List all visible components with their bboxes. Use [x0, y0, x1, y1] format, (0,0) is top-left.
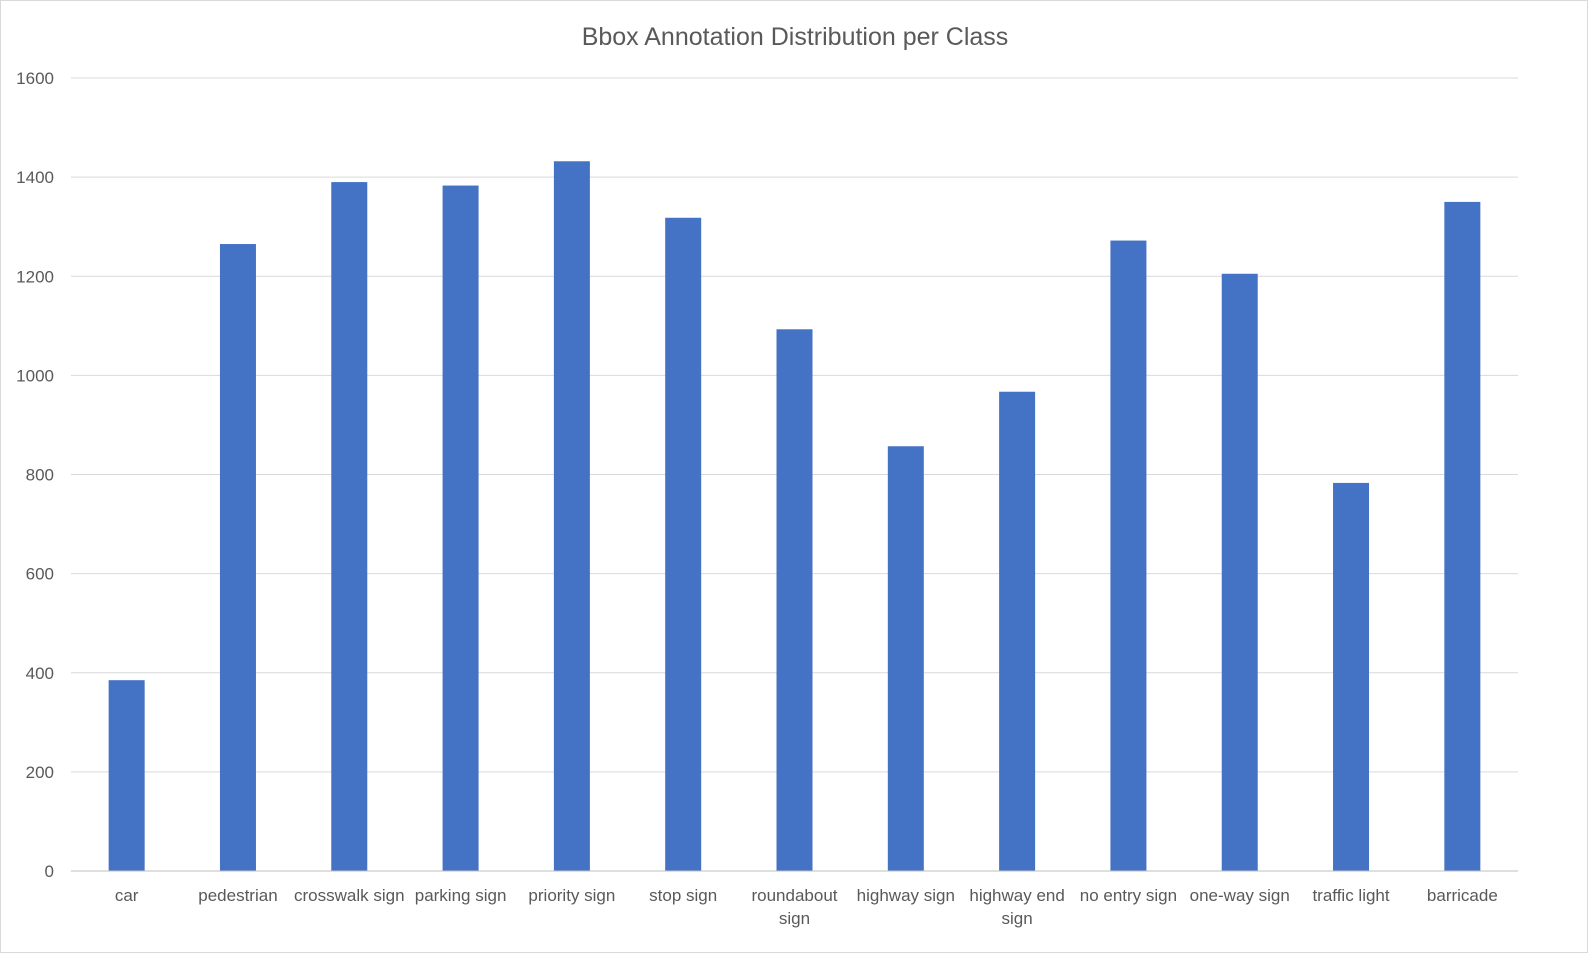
bar-stop-sign: [665, 217, 702, 872]
x-tick-label: pedestrian: [198, 886, 277, 905]
x-tick-label: stop sign: [649, 886, 717, 905]
bar-parking-sign: [442, 185, 479, 871]
x-tick-label: priority sign: [528, 886, 615, 905]
x-tick-label: roundabout: [751, 886, 837, 905]
x-tick-label: highway end: [969, 886, 1064, 905]
x-tick-label: sign: [1002, 909, 1033, 928]
bar-highway-end-sign: [999, 391, 1036, 871]
x-tick-label: sign: [779, 909, 810, 928]
bar-priority-sign: [553, 161, 590, 871]
chart-title: Bbox Annotation Distribution per Class: [582, 23, 1009, 51]
x-tick-label: highway sign: [857, 886, 955, 905]
x-tick-label: crosswalk sign: [294, 886, 405, 905]
y-tick-label: 600: [26, 565, 54, 584]
x-tick-label: no entry sign: [1080, 886, 1177, 905]
x-tick-label: parking sign: [415, 886, 507, 905]
x-axis-tick-labels: car pedestrian crosswalk sign parking sign p…: [115, 886, 1498, 928]
x-tick-label: barricade: [1427, 886, 1498, 905]
bar-pedestrian: [219, 244, 256, 872]
y-tick-label: 200: [26, 763, 54, 782]
bar-one-way-sign: [1221, 273, 1258, 872]
bar-traffic-light: [1333, 482, 1370, 871]
y-tick-label: 400: [26, 664, 54, 683]
bar-barricade: [1444, 201, 1481, 871]
y-tick-label: 1400: [16, 168, 54, 187]
bars: [108, 161, 1481, 872]
y-tick-label: 0: [45, 862, 54, 881]
y-tick-label: 800: [26, 466, 54, 485]
bar-no-entry-sign: [1110, 240, 1147, 871]
bar-roundabout-sign: [776, 329, 813, 871]
bar-car: [108, 680, 145, 871]
y-tick-label: 1000: [16, 366, 54, 385]
x-tick-label: car: [115, 886, 139, 905]
x-tick-label: traffic light: [1312, 886, 1389, 905]
y-axis-tick-labels: 0 200 400 600 800 1000 1200 1400 1600: [16, 69, 54, 881]
y-tick-label: 1200: [16, 267, 54, 286]
y-tick-label: 1600: [16, 69, 54, 88]
bar-crosswalk-sign: [331, 182, 368, 872]
x-tick-label: one-way sign: [1190, 886, 1290, 905]
bar-highway-sign: [887, 446, 924, 871]
